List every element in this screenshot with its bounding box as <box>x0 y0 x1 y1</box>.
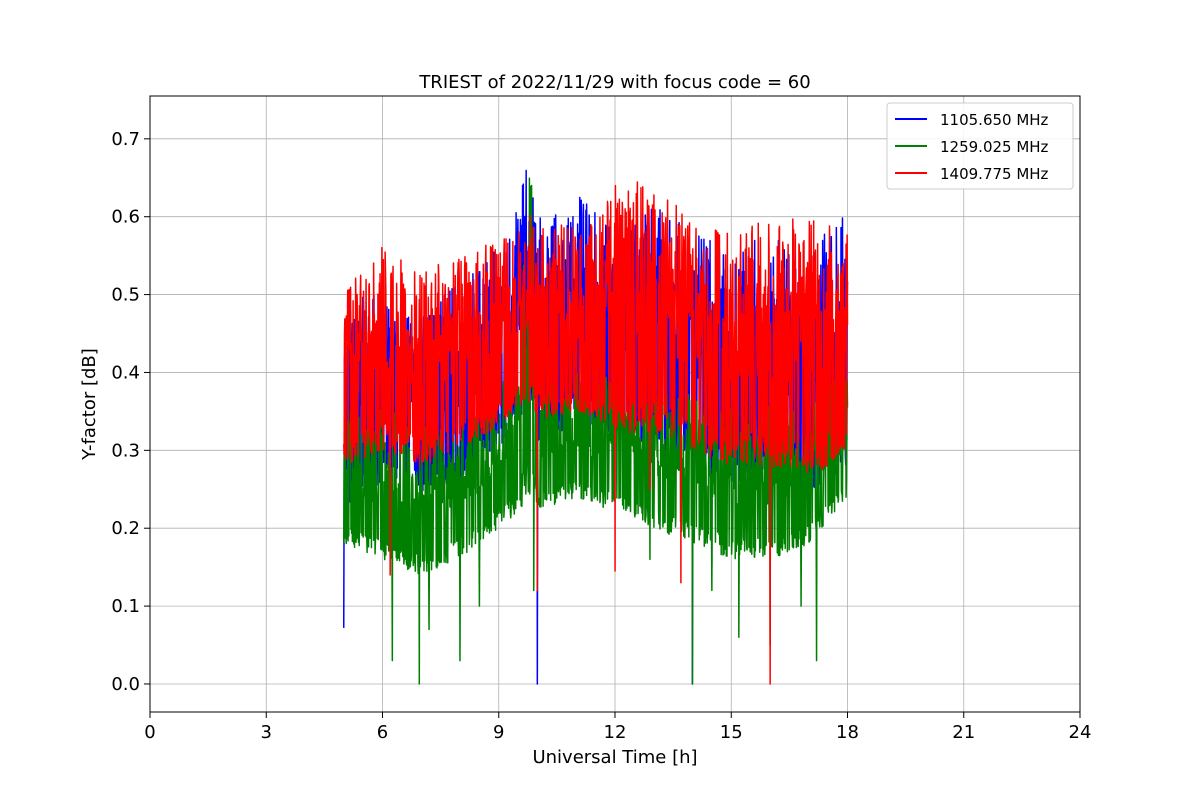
series-layer <box>343 169 849 685</box>
y-tick-label: 0.0 <box>111 674 140 695</box>
x-tick-label: 21 <box>952 722 975 743</box>
axis-ticks: 0 3 6 9 12 15 18 21 24 0.0 0.1 0.2 0.3 0.4 0.5 0.6 0.7 <box>111 129 1091 743</box>
legend-box <box>886 102 1074 190</box>
y-tick-label: 0.5 <box>111 285 140 306</box>
x-tick-label: 9 <box>493 722 504 743</box>
x-tick-label: 12 <box>604 722 627 743</box>
y-axis-label: Y-factor [dB] <box>79 348 100 461</box>
legend-label: 1409.775 MHz <box>940 165 1049 183</box>
legend-label: 1105.650 MHz <box>940 111 1049 129</box>
legend: 1105.650 MHz 1259.025 MHz 1409.775 MHz <box>886 102 1074 190</box>
x-tick-label: 15 <box>720 722 743 743</box>
series-line-3 <box>343 181 849 685</box>
y-tick-label: 0.2 <box>111 518 140 539</box>
x-tick-label: 18 <box>836 722 859 743</box>
y-tick-label: 0.7 <box>111 129 140 150</box>
y-tick-label: 0.3 <box>111 440 140 461</box>
x-tick-label: 24 <box>1069 722 1092 743</box>
y-tick-label: 0.4 <box>111 362 140 383</box>
y-tick-label: 0.1 <box>111 596 140 617</box>
x-tick-label: 0 <box>144 722 155 743</box>
chart-title: TRIEST of 2022/11/29 with focus code = 6… <box>418 72 810 93</box>
x-tick-label: 6 <box>377 722 388 743</box>
y-tick-label: 0.6 <box>111 207 140 228</box>
x-axis-label: Universal Time [h] <box>532 747 697 768</box>
series-line-2 <box>343 177 849 685</box>
x-tick-label: 3 <box>261 722 272 743</box>
legend-label: 1259.025 MHz <box>940 138 1049 156</box>
